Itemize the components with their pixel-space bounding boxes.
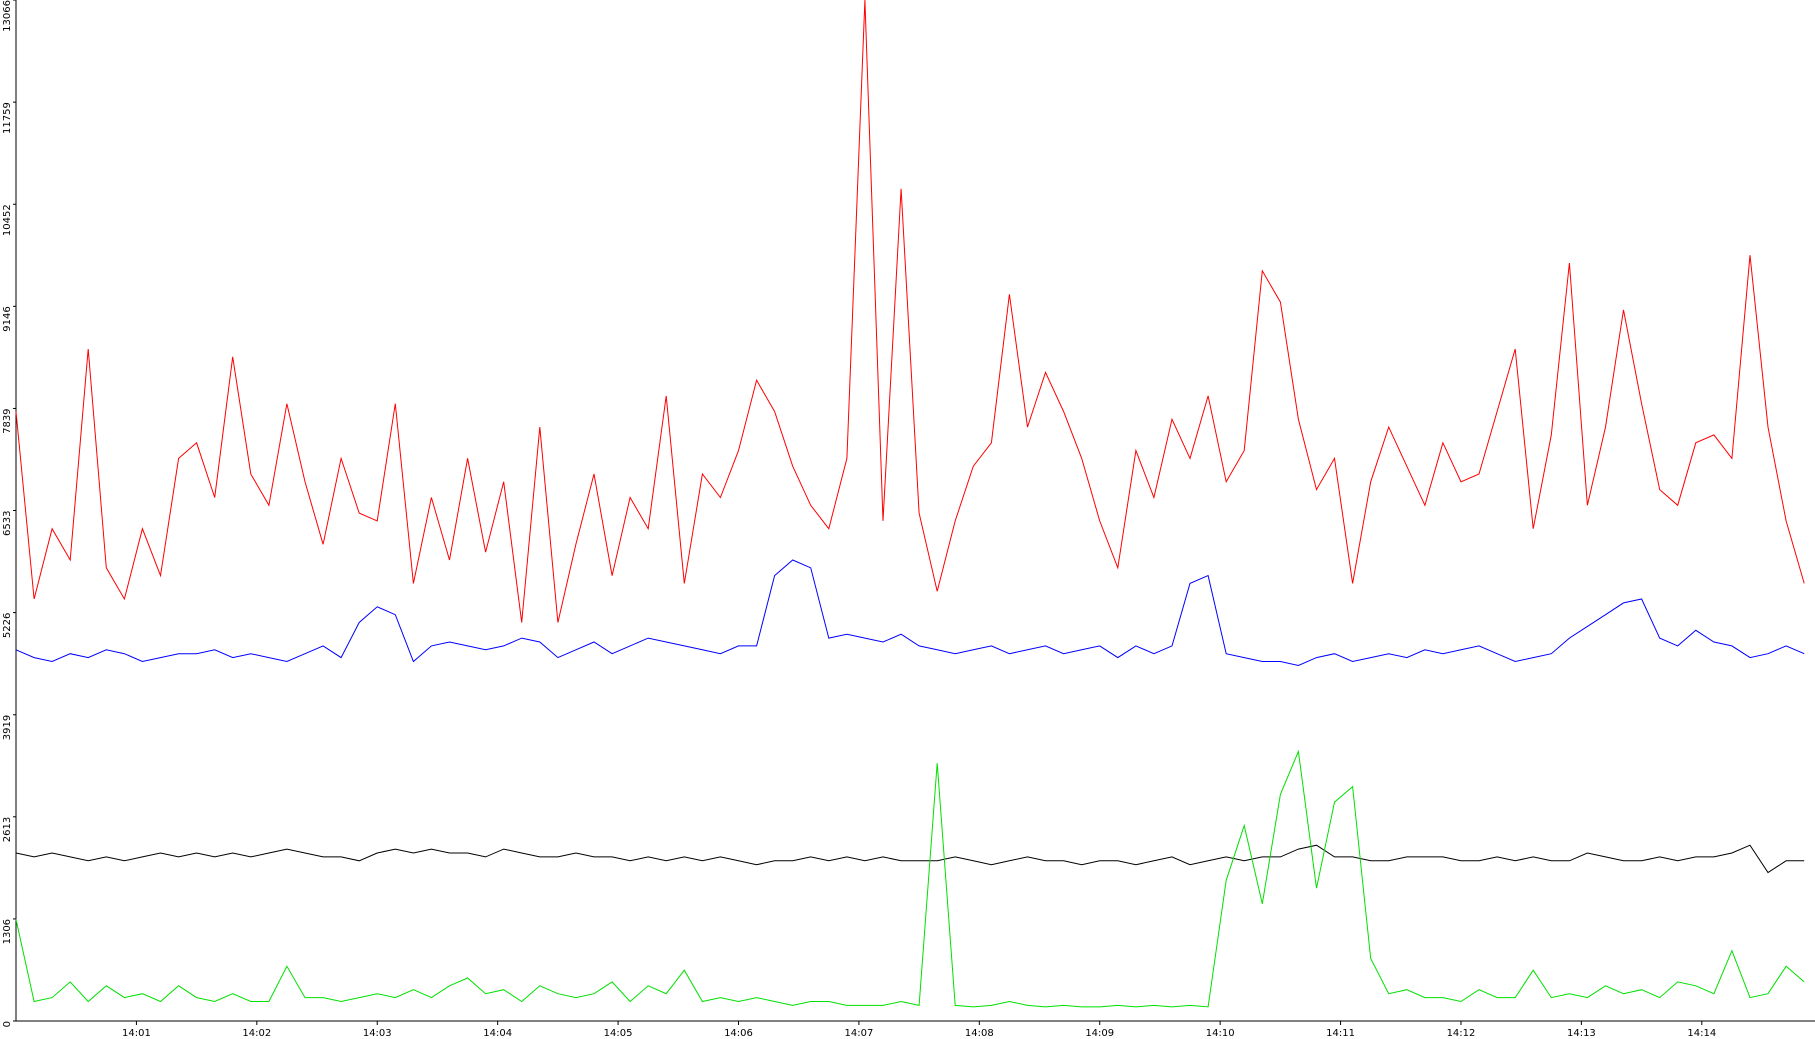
x-tick-label: 14:04 <box>483 1028 512 1039</box>
y-tick-label: 5226 <box>2 613 13 638</box>
x-tick-label: 14:02 <box>242 1028 271 1039</box>
y-tick-label: 13066 <box>2 0 13 32</box>
y-tick-label: 10452 <box>2 204 13 236</box>
y-tick-label: 2613 <box>2 817 13 842</box>
y-tick-label: 11759 <box>2 102 13 134</box>
x-tick-label: 14:13 <box>1567 1028 1596 1039</box>
x-tick-label: 14:06 <box>724 1028 753 1039</box>
y-tick-label: 3919 <box>2 715 13 740</box>
x-tick-label: 14:14 <box>1687 1028 1716 1039</box>
x-tick-label: 14:12 <box>1447 1028 1476 1039</box>
y-tick-label: 7839 <box>2 408 13 433</box>
x-tick-label: 14:09 <box>1085 1028 1114 1039</box>
x-tick-label: 14:03 <box>363 1028 392 1039</box>
y-tick-label: 6533 <box>2 511 13 536</box>
series-line <box>15 0 1805 623</box>
series-line <box>15 844 1805 874</box>
y-tick-label: 1306 <box>2 919 13 944</box>
x-tick-label: 14:11 <box>1326 1028 1355 1039</box>
x-tick-label: 14:08 <box>965 1028 994 1039</box>
x-tick-label: 14:07 <box>844 1028 873 1039</box>
series-line <box>15 749 1805 1008</box>
x-tick-label: 14:01 <box>122 1028 151 1039</box>
y-tick-label: 9146 <box>2 306 13 331</box>
x-tick-label: 14:05 <box>604 1028 633 1039</box>
x-tick-label: 14:10 <box>1206 1028 1235 1039</box>
y-tick-label: 0 <box>2 1021 13 1027</box>
series-line <box>15 559 1805 667</box>
